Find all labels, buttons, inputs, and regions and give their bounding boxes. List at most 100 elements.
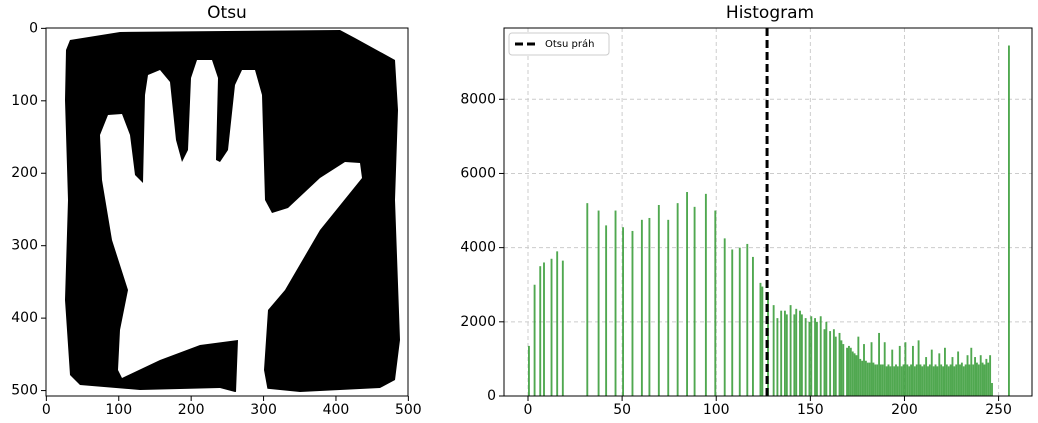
bar <box>906 364 909 396</box>
x-tick-label: 100 <box>105 402 132 418</box>
bar <box>872 362 875 396</box>
bar <box>851 351 854 396</box>
bar <box>889 366 892 396</box>
bar <box>898 345 901 396</box>
bar <box>936 366 939 396</box>
bar <box>991 383 993 396</box>
bar <box>814 318 816 396</box>
bar <box>597 210 600 396</box>
bar <box>981 362 984 396</box>
bar <box>957 351 960 396</box>
bar <box>648 217 651 396</box>
y-tick-label: 2000 <box>460 314 496 330</box>
bar <box>915 364 918 396</box>
bar <box>927 366 929 396</box>
x-tick-label: 250 <box>985 402 1012 418</box>
bar <box>949 364 952 396</box>
bar <box>714 210 717 396</box>
bar <box>947 366 950 396</box>
bar <box>799 310 801 396</box>
y-tick-label: 100 <box>11 93 38 109</box>
bar <box>925 357 928 396</box>
bar <box>876 364 879 396</box>
bar <box>776 318 779 396</box>
bar <box>789 305 792 396</box>
y-tick-label: 200 <box>11 165 38 181</box>
y-tick-label: 4000 <box>460 240 496 256</box>
bar <box>848 345 850 396</box>
bar <box>891 349 894 396</box>
bar <box>964 364 967 396</box>
bar <box>944 347 946 396</box>
bar <box>932 366 935 396</box>
bar <box>985 358 988 396</box>
bar <box>772 305 775 396</box>
x-tick-label: 0 <box>524 402 533 418</box>
bar <box>795 308 798 396</box>
bar <box>556 251 559 396</box>
bar <box>846 347 848 396</box>
x-tick-label: 400 <box>323 402 350 418</box>
bar <box>667 219 670 396</box>
bar <box>942 366 944 396</box>
bar <box>819 316 822 396</box>
bar <box>951 357 954 396</box>
bar <box>622 227 624 396</box>
chart-title: Histogram <box>726 3 814 23</box>
bar <box>834 336 837 396</box>
bar <box>979 355 982 396</box>
bar <box>900 366 903 396</box>
bar <box>838 332 841 396</box>
bar <box>923 364 926 396</box>
bar <box>921 366 924 396</box>
bar <box>605 225 608 396</box>
bar <box>959 364 961 396</box>
bar <box>940 364 943 396</box>
bar <box>825 321 828 396</box>
bar <box>917 340 920 396</box>
bar <box>657 204 660 396</box>
bar <box>972 364 975 396</box>
y-tick-label: 500 <box>11 383 38 399</box>
bar <box>896 366 899 396</box>
bar <box>895 364 897 396</box>
bar <box>930 349 933 396</box>
y-tick-label: 8000 <box>460 91 496 107</box>
bar <box>859 358 862 396</box>
bar <box>881 364 884 396</box>
x-tick-label: 150 <box>797 402 824 418</box>
bar <box>945 364 948 396</box>
bar <box>977 364 980 396</box>
bar <box>723 238 726 396</box>
bar <box>878 332 880 396</box>
bar <box>987 362 990 396</box>
bar <box>793 314 796 396</box>
bar <box>908 366 911 396</box>
bar <box>868 362 871 396</box>
bar <box>866 362 869 396</box>
bar <box>966 355 969 396</box>
bar <box>640 219 643 396</box>
bar <box>550 258 553 396</box>
x-tick-label: 300 <box>250 402 277 418</box>
bar <box>738 247 741 396</box>
bar <box>885 366 888 396</box>
bar <box>761 286 764 396</box>
bar <box>880 364 882 396</box>
bar <box>874 364 877 396</box>
bar <box>746 243 749 396</box>
bar <box>840 340 843 396</box>
bar <box>962 366 965 396</box>
y-tick-label: 6000 <box>460 165 496 181</box>
legend-label: Otsu práh <box>545 38 594 50</box>
bar <box>759 282 762 396</box>
bar <box>849 347 852 396</box>
axes-frame <box>45 27 409 397</box>
bar <box>780 310 783 396</box>
x-tick-label: 0 <box>42 402 51 418</box>
image-hand <box>100 60 362 392</box>
bar <box>816 321 818 396</box>
bar <box>704 193 707 396</box>
bar <box>853 353 856 396</box>
